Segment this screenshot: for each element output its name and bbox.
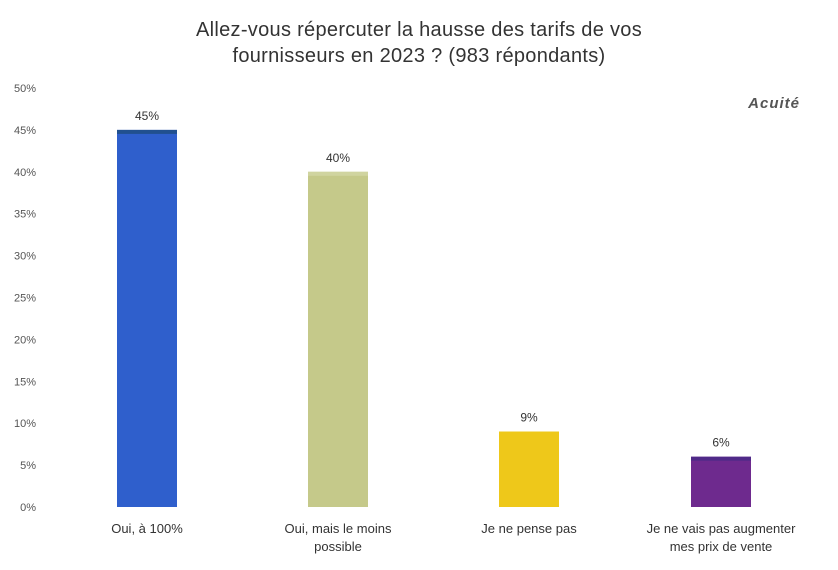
x-axis: Oui, à 100% Oui, mais le moins possible Je … [111,521,796,554]
y-tick-label: 30% [14,251,36,263]
x-category-label: possible [314,539,362,554]
brand-logo: Acuité [747,95,800,112]
y-tick-label: 15% [14,376,36,388]
y-tick-label: 10% [14,418,36,430]
data-label: 45% [135,109,159,123]
bar-top-band [691,456,751,461]
bar-top-band [117,129,177,134]
y-tick-label: 50% [14,83,36,95]
y-axis: 0% 5% 10% 15% 20% 25% 30% 35% 40% 45% 50% [14,83,36,514]
y-tick-label: 20% [14,334,36,346]
x-category-label: Je ne vais pas augmenter [647,521,797,536]
x-category-label: mes prix de vente [670,539,773,554]
y-tick-label: 45% [14,125,36,137]
bar [308,171,368,508]
chart-title: Allez-vous répercuter la hausse des tari… [196,19,642,67]
x-category-label: Oui, mais le moins [285,521,392,536]
bar [499,431,559,507]
bars: 45% 40% 9% 6% [117,109,751,508]
y-tick-label: 40% [14,167,36,179]
chart-title-line: Allez-vous répercuter la hausse des tari… [196,19,642,41]
data-label: 9% [520,411,538,425]
data-label: 6% [712,436,730,450]
y-tick-label: 35% [14,209,36,221]
bar [117,129,177,507]
bar-top-band [499,431,559,436]
x-category-label: Je ne pense pas [481,521,577,536]
x-category-label: Oui, à 100% [111,521,183,536]
bar-top-band [308,171,368,176]
y-tick-label: 5% [20,460,36,472]
chart-title-line: fournisseurs en 2023 ? (983 répondants) [232,45,605,67]
y-tick-label: 0% [20,502,36,514]
y-tick-label: 25% [14,293,36,305]
data-label: 40% [326,151,350,165]
bar [691,456,751,507]
